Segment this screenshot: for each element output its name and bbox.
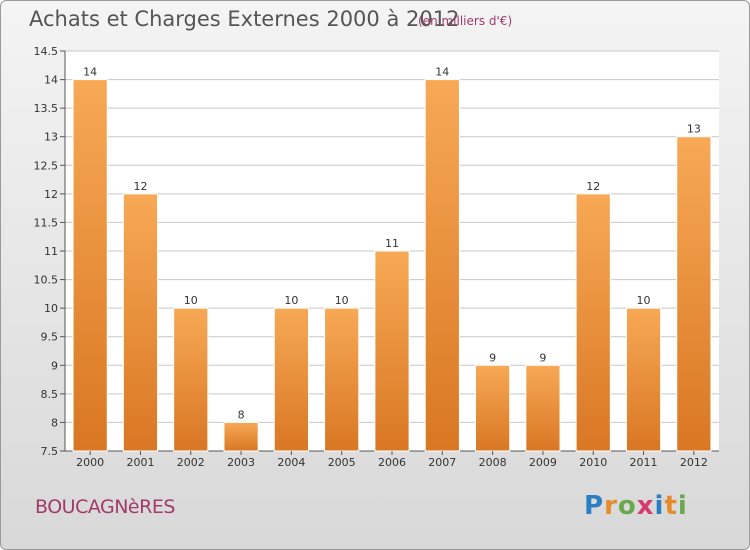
bar (424, 79, 460, 452)
x-tick-label: 2012 (680, 456, 708, 469)
logo-letter: P (584, 491, 605, 521)
bar (374, 250, 410, 452)
logo-letter: i (654, 491, 665, 521)
bar-value-label: 9 (489, 351, 496, 364)
bar (525, 364, 561, 452)
x-tick-label: 2005 (328, 456, 356, 469)
y-tick-label: 9.5 (41, 331, 59, 344)
bar-value-label: 12 (586, 180, 600, 193)
bar (575, 193, 611, 452)
y-tick-label: 14 (44, 74, 58, 87)
y-tick-label: 11.5 (34, 216, 59, 229)
y-tick-label: 10.5 (34, 274, 59, 287)
town-name: BOUCAGNèRES (35, 496, 175, 518)
logo-letter: x (636, 491, 655, 521)
x-tick-label: 2010 (579, 456, 607, 469)
x-tick-label: 2003 (227, 456, 255, 469)
bar-value-label: 12 (133, 180, 147, 193)
bar-value-label: 10 (184, 294, 198, 307)
x-tick-label: 2009 (529, 456, 557, 469)
bar (122, 193, 159, 452)
y-tick-label: 7.5 (41, 445, 59, 458)
bar-value-label: 14 (435, 66, 449, 79)
x-tick-label: 2002 (177, 456, 205, 469)
y-tick-label: 12.5 (34, 159, 59, 172)
bar-value-label: 13 (687, 123, 701, 136)
y-tick-label: 9 (51, 359, 58, 372)
y-tick-label: 8 (51, 416, 58, 429)
bar-value-label: 8 (238, 408, 245, 421)
x-tick-label: 2001 (126, 456, 154, 469)
bar-value-label: 9 (539, 351, 546, 364)
x-tick-label: 2004 (277, 456, 305, 469)
y-tick-label: 13.5 (34, 102, 59, 115)
y-tick-label: 10 (44, 302, 58, 315)
bar (72, 79, 108, 452)
bar-value-label: 10 (335, 294, 349, 307)
bar (475, 364, 511, 452)
x-tick-label: 2008 (479, 456, 507, 469)
x-tick-label: 2011 (630, 456, 658, 469)
y-tick-label: 14.5 (34, 45, 59, 58)
bar-value-label: 10 (284, 294, 298, 307)
logo-letter: o (617, 491, 637, 521)
y-tick-label: 12 (44, 188, 58, 201)
bar-value-label: 11 (385, 237, 399, 250)
logo-letter: i (677, 491, 688, 521)
y-tick-label: 13 (44, 131, 58, 144)
bar (273, 307, 309, 452)
y-tick-label: 11 (44, 245, 58, 258)
bar-value-label: 10 (637, 294, 651, 307)
bar (173, 307, 209, 452)
x-tick-label: 2000 (76, 456, 104, 469)
logo-letter: r (604, 491, 618, 521)
logo-letter: t (664, 491, 678, 521)
bar (676, 136, 712, 452)
bar (625, 307, 662, 452)
chart-subtitle: (en milliers d'€) (418, 14, 513, 28)
bar (223, 421, 259, 452)
bar (324, 307, 360, 452)
bar-value-label: 14 (83, 66, 97, 79)
y-tick-label: 8.5 (41, 388, 59, 401)
x-tick-label: 2006 (378, 456, 406, 469)
proxiti-logo: Proxiti (584, 491, 688, 521)
x-tick-label: 2007 (428, 456, 456, 469)
chart-title: Achats et Charges Externes 2000 à 2012 (29, 7, 460, 31)
